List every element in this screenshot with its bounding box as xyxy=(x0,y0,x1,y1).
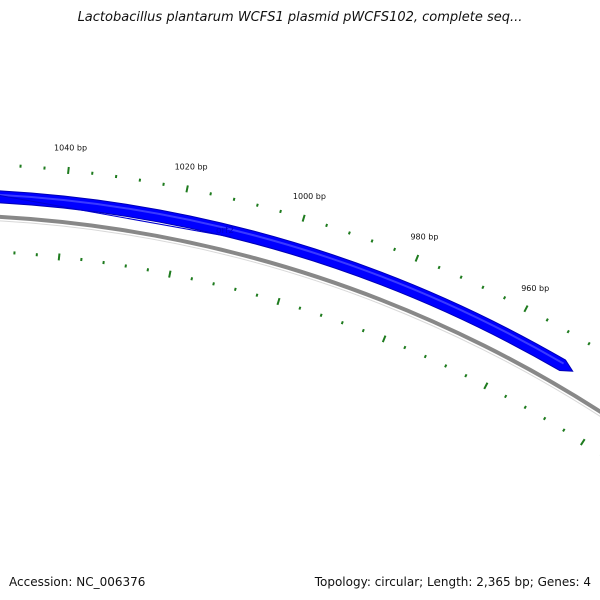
gene-track xyxy=(0,189,574,397)
major-tick-outer xyxy=(67,166,70,175)
minor-tick-outer xyxy=(481,285,485,290)
minor-tick-outer xyxy=(587,341,591,346)
minor-tick-outer xyxy=(256,203,259,207)
length-label: Length: xyxy=(427,575,473,589)
tick-label: 960 bp xyxy=(521,284,549,293)
genes-label: Genes: xyxy=(537,575,580,589)
major-tick-inner xyxy=(580,438,586,446)
gene-orf2-arrow[interactable] xyxy=(0,189,574,397)
accession-label: Accession: xyxy=(9,575,73,589)
backbone-arc xyxy=(0,215,600,414)
gene-labels: orf2 xyxy=(0,194,234,238)
tick-label: 1020 bp xyxy=(175,162,208,171)
minor-tick-inner xyxy=(146,268,150,272)
gene-orf2-highlight xyxy=(0,194,565,365)
page-title: Lactobacillus plantarum WCFS1 plasmid pW… xyxy=(77,10,523,25)
minor-tick-inner xyxy=(403,345,407,350)
minor-tick-inner xyxy=(361,328,365,333)
minor-tick-inner xyxy=(562,428,566,432)
minor-tick-outer xyxy=(209,192,212,196)
minor-tick-inner xyxy=(504,394,508,399)
major-tick-inner xyxy=(276,297,281,306)
tick-label: 1040 bp xyxy=(54,144,87,153)
major-tick-inner xyxy=(381,335,387,343)
outer-tick-ring xyxy=(19,164,591,346)
minor-tick-outer xyxy=(162,182,165,186)
major-tick-outer xyxy=(301,214,306,222)
minor-tick-inner xyxy=(523,405,527,410)
major-tick-outer xyxy=(185,185,189,193)
minor-tick-inner xyxy=(319,313,323,317)
accession-value: NC_006376 xyxy=(76,575,146,589)
minor-tick-inner xyxy=(255,293,259,297)
major-tick-outer xyxy=(414,254,420,262)
accession-info: Accession: NC_006376 xyxy=(9,575,145,589)
minor-tick-inner xyxy=(298,306,302,310)
gene-label-leader xyxy=(0,194,232,238)
tick-label: 1000 bp xyxy=(293,192,326,201)
minor-tick-inner xyxy=(464,373,468,378)
minor-tick-inner xyxy=(340,320,344,325)
major-tick-inner xyxy=(168,270,172,278)
major-tick-inner xyxy=(483,382,489,390)
minor-tick-outer xyxy=(232,197,236,201)
minor-tick-outer xyxy=(347,231,351,235)
minor-tick-outer xyxy=(459,275,463,279)
minor-tick-inner xyxy=(233,287,237,292)
minor-tick-outer xyxy=(502,295,507,300)
minor-tick-outer xyxy=(325,223,329,228)
length-value: 2,365 bp; xyxy=(476,575,534,589)
minor-tick-outer xyxy=(279,209,282,214)
major-tick-inner xyxy=(57,253,61,261)
sequence-info: Topology: circular; Length: 2,365 bp; Ge… xyxy=(315,575,591,589)
minor-tick-outer xyxy=(566,329,570,334)
inner-tick-ring xyxy=(13,251,600,456)
minor-tick-outer xyxy=(545,318,549,322)
minor-tick-inner xyxy=(444,364,448,368)
minor-tick-outer xyxy=(393,247,397,252)
backbone-ring xyxy=(0,215,600,417)
major-tick-outer xyxy=(523,305,529,313)
minor-tick-inner xyxy=(542,416,547,421)
genes-value: 4 xyxy=(583,575,591,589)
gene-label-orf2[interactable]: orf2 xyxy=(216,226,234,236)
topology-label: Topology: xyxy=(314,575,371,589)
tick-label: 980 bp xyxy=(410,233,438,242)
minor-tick-inner xyxy=(212,282,215,286)
minor-tick-outer xyxy=(370,239,374,243)
topology-value: circular; xyxy=(374,575,424,589)
minor-tick-inner xyxy=(190,277,194,281)
minor-tick-inner xyxy=(423,354,427,359)
minor-tick-outer xyxy=(437,265,441,270)
